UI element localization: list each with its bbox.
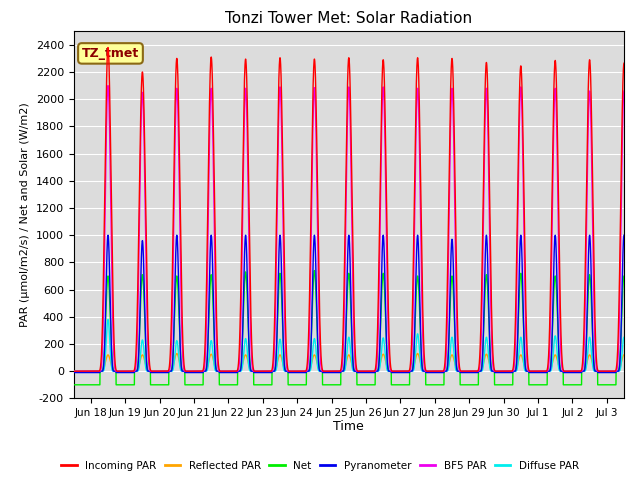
- X-axis label: Time: Time: [333, 420, 364, 432]
- Legend: Incoming PAR, Reflected PAR, Net, Pyranometer, BF5 PAR, Diffuse PAR: Incoming PAR, Reflected PAR, Net, Pyrano…: [57, 456, 583, 475]
- Y-axis label: PAR (μmol/m2/s) / Net and Solar (W/m2): PAR (μmol/m2/s) / Net and Solar (W/m2): [20, 102, 30, 327]
- Text: TZ_tmet: TZ_tmet: [82, 47, 139, 60]
- Title: Tonzi Tower Met: Solar Radiation: Tonzi Tower Met: Solar Radiation: [225, 11, 472, 26]
